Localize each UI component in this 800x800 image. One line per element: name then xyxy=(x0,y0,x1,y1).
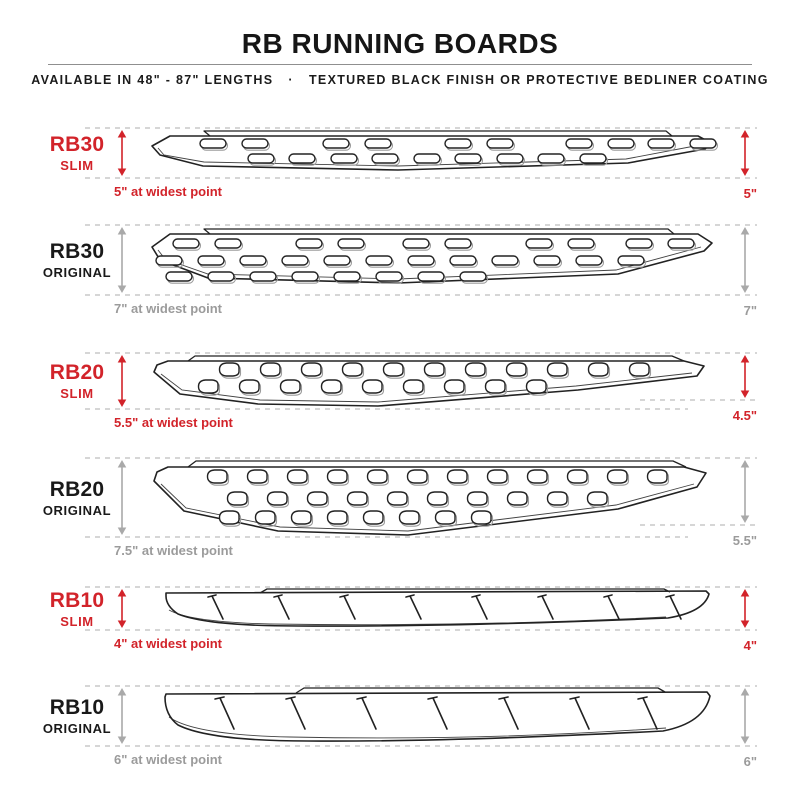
dimension-arrow xyxy=(117,130,127,176)
board-variant-label: SLIM xyxy=(60,386,94,401)
dimension-arrow xyxy=(117,355,127,407)
board-drawing xyxy=(151,228,713,284)
board-model-label: RB10 xyxy=(49,696,105,719)
dimension-arrow xyxy=(117,589,127,628)
dimension-guide-bottom xyxy=(85,745,757,747)
widest-point-label: 6" at widest point xyxy=(114,752,223,767)
widest-point-label: 7" at widest point xyxy=(114,301,223,316)
widest-point-label: 5.5" at widest point xyxy=(114,415,233,430)
board-model-label: RB30 xyxy=(49,133,105,156)
dimension-arrow xyxy=(740,227,750,293)
board-label: RB30 SLIM xyxy=(22,134,132,172)
dimension-guide-top xyxy=(85,586,757,588)
height-value-label: 5.5" xyxy=(732,533,757,548)
dimension-guide-right xyxy=(640,399,757,401)
page-subtitle: AVAILABLE IN 48" - 87" LENGTHS · TEXTURE… xyxy=(31,73,769,87)
board-model-label: RB20 xyxy=(49,361,105,384)
board-drawing xyxy=(164,687,711,742)
board-drawing xyxy=(165,588,710,627)
dimension-arrow xyxy=(740,589,750,628)
board-variant-label: SLIM xyxy=(60,158,94,173)
board-drawing xyxy=(153,460,707,536)
board-label: RB10 SLIM xyxy=(22,590,132,628)
dimension-arrow xyxy=(740,688,750,744)
widest-point-label: 7.5" at widest point xyxy=(114,543,233,558)
dimension-arrow xyxy=(117,460,127,535)
board-variant-label: ORIGINAL xyxy=(42,721,112,736)
dimension-guide-top xyxy=(85,224,757,226)
dimension-guide-bottom xyxy=(85,408,688,410)
board-model-label: RB10 xyxy=(49,588,105,612)
dimension-guide-top xyxy=(85,457,757,459)
dimension-guide-top xyxy=(85,352,757,354)
board-label: RB20 ORIGINAL xyxy=(22,479,132,517)
height-value-label: 4.5" xyxy=(732,408,757,423)
page-title: RB RUNNING BOARDS xyxy=(241,28,559,59)
dimension-arrow xyxy=(740,130,750,176)
widest-point-label: 5" at widest point xyxy=(114,184,223,199)
board-variant-label: ORIGINAL xyxy=(42,502,112,518)
dimension-guide-right xyxy=(640,524,757,526)
height-value-label: 7" xyxy=(743,303,757,318)
board-model-label: RB20 xyxy=(49,477,105,501)
board-label: RB20 SLIM xyxy=(22,362,132,400)
height-value-label: 4" xyxy=(743,638,757,653)
dimension-guide-bottom xyxy=(85,536,688,538)
dimension-guide-bottom xyxy=(85,294,757,296)
widest-point-label: 4" at widest point xyxy=(114,636,223,651)
dimension-guide-bottom xyxy=(85,177,757,179)
height-value-label: 6" xyxy=(743,754,757,769)
dimension-arrow xyxy=(740,460,750,523)
dimension-guide-top xyxy=(85,685,757,687)
height-value-label: 5" xyxy=(743,186,757,201)
dimension-arrow xyxy=(740,355,750,398)
board-model-label: RB30 xyxy=(49,240,105,263)
title-divider xyxy=(48,64,752,65)
board-variant-label: SLIM xyxy=(60,613,94,629)
board-variant-label: ORIGINAL xyxy=(42,265,112,280)
board-drawing xyxy=(153,355,705,407)
dimension-arrow xyxy=(117,227,127,293)
board-label: RB10 ORIGINAL xyxy=(22,697,132,735)
dimension-guide-top xyxy=(85,127,757,129)
dimension-guide-bottom xyxy=(85,629,757,631)
dimension-arrow xyxy=(117,688,127,744)
board-label: RB30 ORIGINAL xyxy=(22,241,132,279)
board-drawing xyxy=(151,130,719,171)
